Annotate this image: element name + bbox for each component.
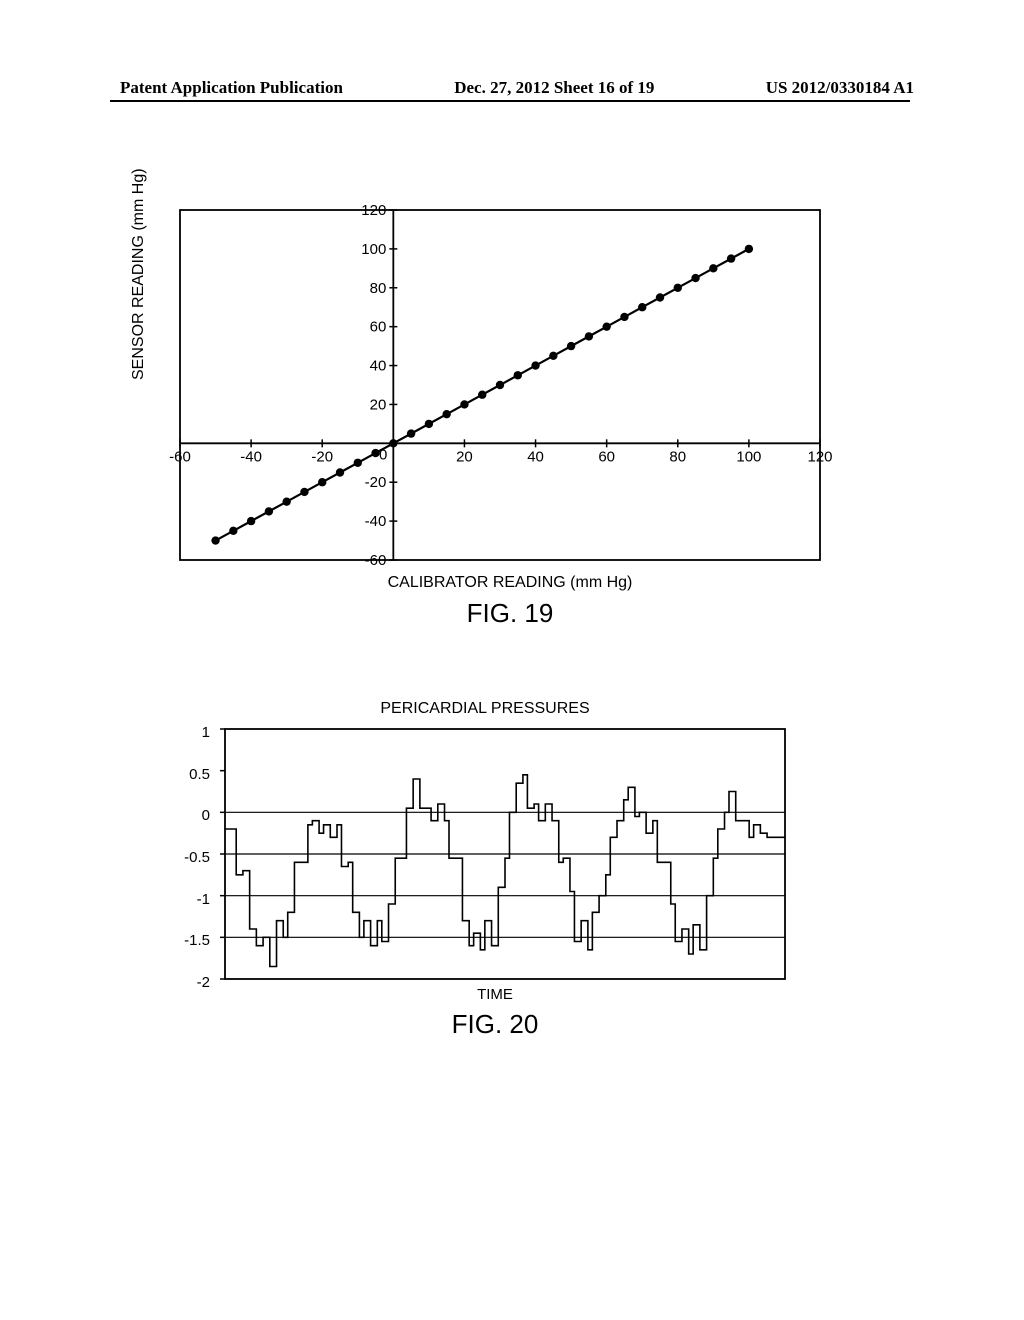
svg-text:80: 80 [669,448,686,465]
svg-text:100: 100 [736,448,761,465]
svg-text:-40: -40 [240,448,262,465]
fig20-ytick-label: -0.5 [170,849,210,866]
svg-text:-40: -40 [365,513,387,530]
fig20-title: PERICARDIAL PRESSURES [175,700,795,718]
page-header: Patent Application Publication Dec. 27, … [0,78,1024,98]
svg-text:80: 80 [370,280,387,297]
svg-text:120: 120 [361,202,386,219]
fig20-ytick-label: 0 [170,807,210,824]
svg-text:60: 60 [598,448,615,465]
figure-20: PERICARDIAL PRESSURES 10.50-0.5-1-1.5-2 … [175,700,795,1030]
svg-text:120: 120 [807,448,832,465]
header-rule [110,100,910,102]
svg-text:-20: -20 [311,448,333,465]
fig19-ylabel: SENSOR READING (mm Hg) [130,168,148,380]
fig20-ytick-label: -1 [170,891,210,908]
svg-text:-20: -20 [365,474,387,491]
svg-text:40: 40 [527,448,544,465]
fig19-caption: FIG. 19 [160,598,860,629]
header-left: Patent Application Publication [120,78,343,98]
header-center: Dec. 27, 2012 Sheet 16 of 19 [454,78,654,98]
fig20-ytick-label: 1 [170,724,210,741]
fig20-ytick-label: -2 [170,974,210,991]
fig20-caption: FIG. 20 [215,1009,775,1040]
page: Patent Application Publication Dec. 27, … [0,0,1024,1320]
fig19-xlabel: CALIBRATOR READING (mm Hg) [160,574,860,592]
svg-text:-60: -60 [365,552,387,569]
header-right: US 2012/0330184 A1 [766,78,914,98]
svg-text:100: 100 [361,241,386,258]
figure-19: SENSOR READING (mm Hg) -60-40-2020406080… [160,200,860,620]
svg-text:40: 40 [370,358,387,375]
svg-text:20: 20 [456,448,473,465]
fig20-ytick-label: -1.5 [170,932,210,949]
fig20-ytick-label: 0.5 [170,766,210,783]
fig20-plot [215,724,795,984]
svg-text:20: 20 [370,396,387,413]
fig19-plot: -60-40-2020406080100120-60-40-2002040608… [160,200,840,570]
svg-text:-60: -60 [169,448,191,465]
fig20-xlabel: TIME [215,986,775,1003]
svg-text:60: 60 [370,319,387,336]
